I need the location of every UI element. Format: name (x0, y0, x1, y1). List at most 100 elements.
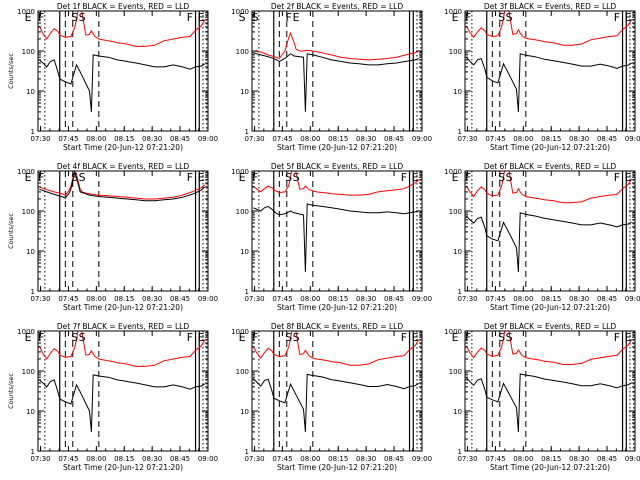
x-tick-label: 09:00 (412, 455, 432, 463)
event-marker-letter: S (79, 331, 86, 344)
y-tick-label: 1000 (444, 168, 462, 176)
event-marker-letter: E (452, 331, 459, 344)
y-tick-label: 100 (236, 208, 249, 216)
y-tick-label: 1000 (231, 168, 249, 176)
x-tick-label: 09:00 (625, 295, 640, 303)
x-tick-label: 08:15 (114, 295, 134, 303)
event-marker-letter: S (285, 331, 292, 344)
detector-panel-4: 1 10 100 1000 07:30 07:45 08:00 08:15 08:30 08:45… (7, 162, 218, 312)
event-marker-letter: S (71, 11, 78, 24)
plot-frame (464, 330, 636, 452)
event-marker-letter: F (187, 11, 193, 24)
x-tick-label: 07:45 (272, 455, 292, 463)
panel-title: Det 6f BLACK = Events, RED = LLD (484, 162, 617, 171)
y-tick-label: 1000 (231, 328, 249, 336)
event-marker-letter: F (401, 171, 407, 184)
y-tick-label: 10 (453, 88, 462, 96)
detector-panel-8: 1 10 100 1000 07:30 07:45 08:00 08:15 08:30 08:45… (231, 322, 432, 472)
event-marker-letter: F (38, 171, 44, 184)
x-axis-label: Start Time (20-Jun-12 07:21:20) (490, 463, 610, 472)
x-tick-label: 08:15 (328, 295, 348, 303)
event-rate-line (253, 52, 419, 112)
plot-frame (37, 170, 209, 292)
event-rate-line (465, 53, 633, 112)
y-tick-label: 10 (240, 408, 249, 416)
x-tick-label: 08:30 (142, 135, 162, 143)
x-axis-label: Start Time (20-Jun-12 07:21:20) (63, 463, 183, 472)
lld-rate-line (465, 171, 633, 204)
lld-rate-line (253, 31, 420, 61)
y-tick-label: 1000 (17, 328, 35, 336)
x-tick-label: 08:45 (384, 455, 404, 463)
y-tick-label: 1 (458, 288, 462, 296)
x-tick-label: 08:30 (142, 295, 162, 303)
x-tick-label: 08:45 (384, 295, 404, 303)
x-tick-label: 08:00 (513, 455, 533, 463)
y-tick-label: 1000 (17, 168, 35, 176)
x-tick-label: 08:15 (541, 455, 561, 463)
event-marker-letter: E (239, 171, 246, 184)
y-tick-label: 1 (458, 448, 462, 456)
x-axis-label: Start Time (20-Jun-12 07:21:20) (490, 143, 610, 152)
plot-frame (37, 330, 209, 452)
y-tick-label: 1000 (231, 8, 249, 16)
x-tick-label: 07:30 (244, 455, 264, 463)
event-marker-letter: E (198, 171, 205, 184)
detector-panel-3: 1 10 100 1000 07:30 07:45 08:00 08:15 08:30 08:45… (444, 2, 640, 152)
event-rate-line (38, 374, 206, 432)
x-tick-label: 08:30 (356, 295, 376, 303)
detector-panel-1: 1 10 100 1000 07:30 07:45 08:00 08:15 08:30 08:45… (7, 2, 218, 152)
event-marker-letter: S (506, 11, 513, 24)
panel-title: Det 9f BLACK = Events, RED = LLD (484, 322, 617, 331)
plot-frame (37, 10, 209, 132)
x-tick-label: 09:00 (412, 135, 432, 143)
lld-rate-line (252, 171, 420, 196)
event-marker-letter: E (198, 11, 205, 24)
y-tick-label: 10 (453, 248, 462, 256)
x-tick-label: 09:00 (625, 135, 640, 143)
event-marker-letter: E (452, 11, 459, 24)
panel-title: Det 1f BLACK = Events, RED = LLD (57, 2, 190, 11)
event-marker-letter: S (79, 11, 86, 24)
x-tick-label: 08:00 (86, 135, 106, 143)
y-tick-label: 1000 (17, 8, 35, 16)
y-tick-label: 10 (26, 88, 35, 96)
x-tick-label: 09:00 (412, 295, 432, 303)
y-axis-label: Counts/sec (7, 213, 15, 249)
plot-frame (251, 330, 423, 452)
panel-title: Det 7f BLACK = Events, RED = LLD (57, 322, 190, 331)
event-marker-letter: E (25, 171, 32, 184)
plot-frame (464, 170, 636, 292)
event-marker-letter: F (401, 331, 407, 344)
x-tick-label: 08:00 (513, 135, 533, 143)
y-tick-label: 1 (31, 128, 35, 136)
y-tick-label: 1 (31, 288, 35, 296)
event-marker-letter: F (38, 331, 44, 344)
x-tick-label: 08:00 (513, 295, 533, 303)
event-marker-letter: E (452, 171, 459, 184)
panel-title: Det 8f BLACK = Events, RED = LLD (271, 322, 404, 331)
x-axis-label: Start Time (20-Jun-12 07:21:20) (490, 303, 610, 312)
x-tick-label: 08:00 (300, 295, 320, 303)
event-marker-letter: S (498, 11, 505, 24)
y-tick-label: 1000 (444, 328, 462, 336)
lld-rate-line (38, 11, 206, 47)
event-marker-letter: S (293, 331, 300, 344)
y-tick-label: 1 (245, 128, 249, 136)
event-rate-line (39, 171, 206, 202)
y-tick-label: 100 (449, 368, 462, 376)
x-tick-label: 09:00 (198, 295, 218, 303)
x-tick-label: 07:30 (30, 295, 50, 303)
x-tick-label: 09:00 (198, 135, 218, 143)
y-tick-label: 100 (22, 208, 35, 216)
lld-rate-line (252, 331, 420, 366)
x-tick-label: 08:45 (597, 135, 617, 143)
lld-rate-line (465, 11, 633, 46)
event-marker-letter: E (412, 331, 419, 344)
panel-title: Det 2f BLACK = Events, RED = LLD (271, 2, 404, 11)
x-axis-label: Start Time (20-Jun-12 07:21:20) (63, 143, 183, 152)
event-marker-letter: F (252, 331, 258, 344)
event-marker-letter: F (285, 11, 291, 24)
event-marker-letter: F (252, 171, 258, 184)
lld-rate-line (38, 331, 206, 367)
